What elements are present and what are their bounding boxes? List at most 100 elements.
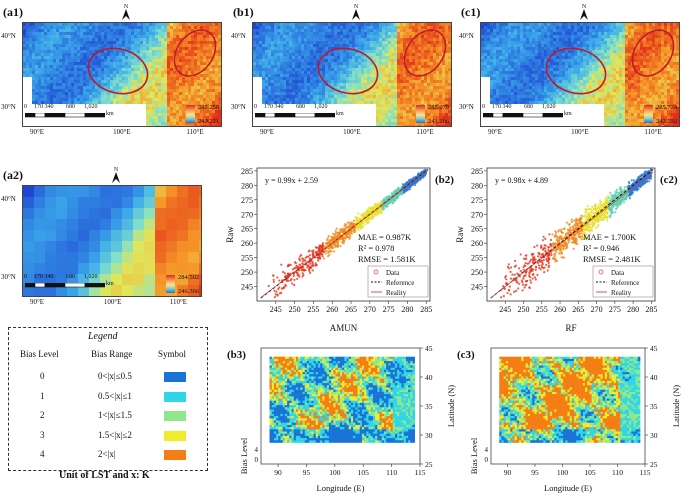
bias-cell bbox=[337, 402, 341, 406]
scatter-point bbox=[323, 245, 326, 248]
bias-cell bbox=[306, 400, 310, 404]
bias-cell bbox=[298, 400, 301, 404]
bias-cell bbox=[364, 369, 367, 373]
bias-cell bbox=[370, 416, 374, 419]
bias-cell bbox=[271, 400, 275, 404]
bias-cell bbox=[333, 372, 336, 375]
bias-cell bbox=[315, 383, 319, 386]
scatter-point bbox=[337, 232, 340, 236]
scale-tick: 680 bbox=[66, 104, 75, 110]
bias-cell bbox=[344, 400, 347, 404]
bias-cell bbox=[381, 391, 385, 395]
bias-cell bbox=[342, 358, 345, 362]
bias-cell bbox=[293, 383, 297, 386]
scatter-point bbox=[521, 280, 524, 284]
bias-cell bbox=[309, 356, 312, 360]
scatter-point bbox=[341, 238, 345, 241]
bias-cell bbox=[273, 380, 277, 384]
scatter-point bbox=[394, 199, 397, 202]
bias-cell bbox=[346, 361, 350, 364]
bias-cell bbox=[326, 358, 330, 362]
bias-cell bbox=[331, 407, 334, 410]
bias-cell bbox=[366, 407, 369, 410]
bias-cell bbox=[381, 396, 385, 399]
bias-cell bbox=[410, 422, 413, 426]
bias-cell bbox=[326, 398, 330, 401]
bias-cell bbox=[375, 394, 378, 397]
scatter-point bbox=[513, 265, 516, 268]
fit-equation: y = 0.99x + 2.59 bbox=[265, 176, 318, 185]
scatter-point bbox=[628, 192, 632, 196]
bias-cell bbox=[328, 420, 332, 423]
bias-cell bbox=[313, 387, 317, 390]
bias-cell bbox=[368, 418, 372, 421]
bias-cell bbox=[386, 389, 389, 393]
bias-cell bbox=[291, 385, 295, 388]
bias-cell bbox=[313, 418, 317, 421]
bias-cell bbox=[375, 409, 378, 412]
scatter-point bbox=[521, 289, 524, 292]
bias-cell bbox=[293, 363, 297, 366]
scatter-point bbox=[373, 206, 376, 209]
scatter-point bbox=[296, 272, 299, 275]
bias-cell bbox=[368, 369, 372, 373]
bias-cell bbox=[291, 356, 295, 360]
bias-cell bbox=[359, 407, 363, 410]
bias-cell bbox=[328, 418, 332, 421]
bias-cell bbox=[392, 389, 396, 393]
bias-cell bbox=[293, 372, 297, 375]
scatter-point bbox=[534, 278, 537, 281]
bias-cell bbox=[383, 409, 387, 412]
bias-cell bbox=[346, 383, 350, 386]
bias-cell bbox=[372, 402, 376, 406]
bias-cell bbox=[289, 409, 292, 412]
scatter-point bbox=[273, 289, 276, 292]
scatter-point bbox=[516, 272, 519, 275]
scatter-point bbox=[602, 217, 605, 220]
bias-cell bbox=[328, 387, 332, 390]
bias-cell bbox=[304, 394, 308, 397]
bias-cell bbox=[280, 400, 284, 404]
bias-cell bbox=[280, 396, 284, 399]
bias-cell bbox=[375, 389, 378, 393]
bias-cell bbox=[293, 385, 297, 388]
bias-cell bbox=[271, 405, 275, 408]
bias-cell bbox=[350, 385, 354, 388]
bias-cell bbox=[331, 394, 334, 397]
bias-cell bbox=[293, 387, 297, 390]
bias-cell bbox=[273, 387, 277, 390]
bias-cell bbox=[317, 418, 321, 421]
bias-cell bbox=[355, 365, 358, 368]
bias-cell bbox=[342, 385, 345, 388]
bias-cell bbox=[348, 402, 352, 406]
bias-cell bbox=[300, 391, 303, 395]
bias-cell bbox=[315, 420, 319, 423]
bias-cell bbox=[379, 361, 383, 364]
scatter-point bbox=[639, 184, 642, 187]
bias-cell bbox=[269, 376, 273, 379]
bias-cell bbox=[269, 383, 273, 386]
bias-cell bbox=[306, 389, 310, 393]
bias-cell bbox=[344, 365, 347, 368]
bias-cell bbox=[339, 369, 343, 373]
bias-cell bbox=[386, 409, 389, 412]
scatter-point bbox=[514, 259, 517, 263]
bias-cell bbox=[304, 369, 308, 373]
bias-cell bbox=[298, 398, 301, 401]
bias-cell bbox=[317, 396, 321, 399]
bias-cell bbox=[394, 365, 398, 368]
bias-cell bbox=[372, 418, 376, 421]
north-arrow-icon: N bbox=[112, 167, 120, 183]
scatter-point bbox=[596, 207, 599, 210]
scatter-points bbox=[500, 168, 653, 299]
bias-cell bbox=[287, 422, 290, 426]
bias-cell bbox=[339, 411, 343, 415]
bias-cell bbox=[361, 418, 365, 421]
bias-cell bbox=[348, 356, 352, 360]
scatter-point bbox=[544, 250, 547, 253]
bias-cell bbox=[346, 400, 350, 404]
bias-cell bbox=[302, 416, 306, 419]
bias-cell bbox=[304, 385, 308, 388]
bias-cell bbox=[403, 385, 407, 388]
bias-cell bbox=[366, 391, 369, 395]
